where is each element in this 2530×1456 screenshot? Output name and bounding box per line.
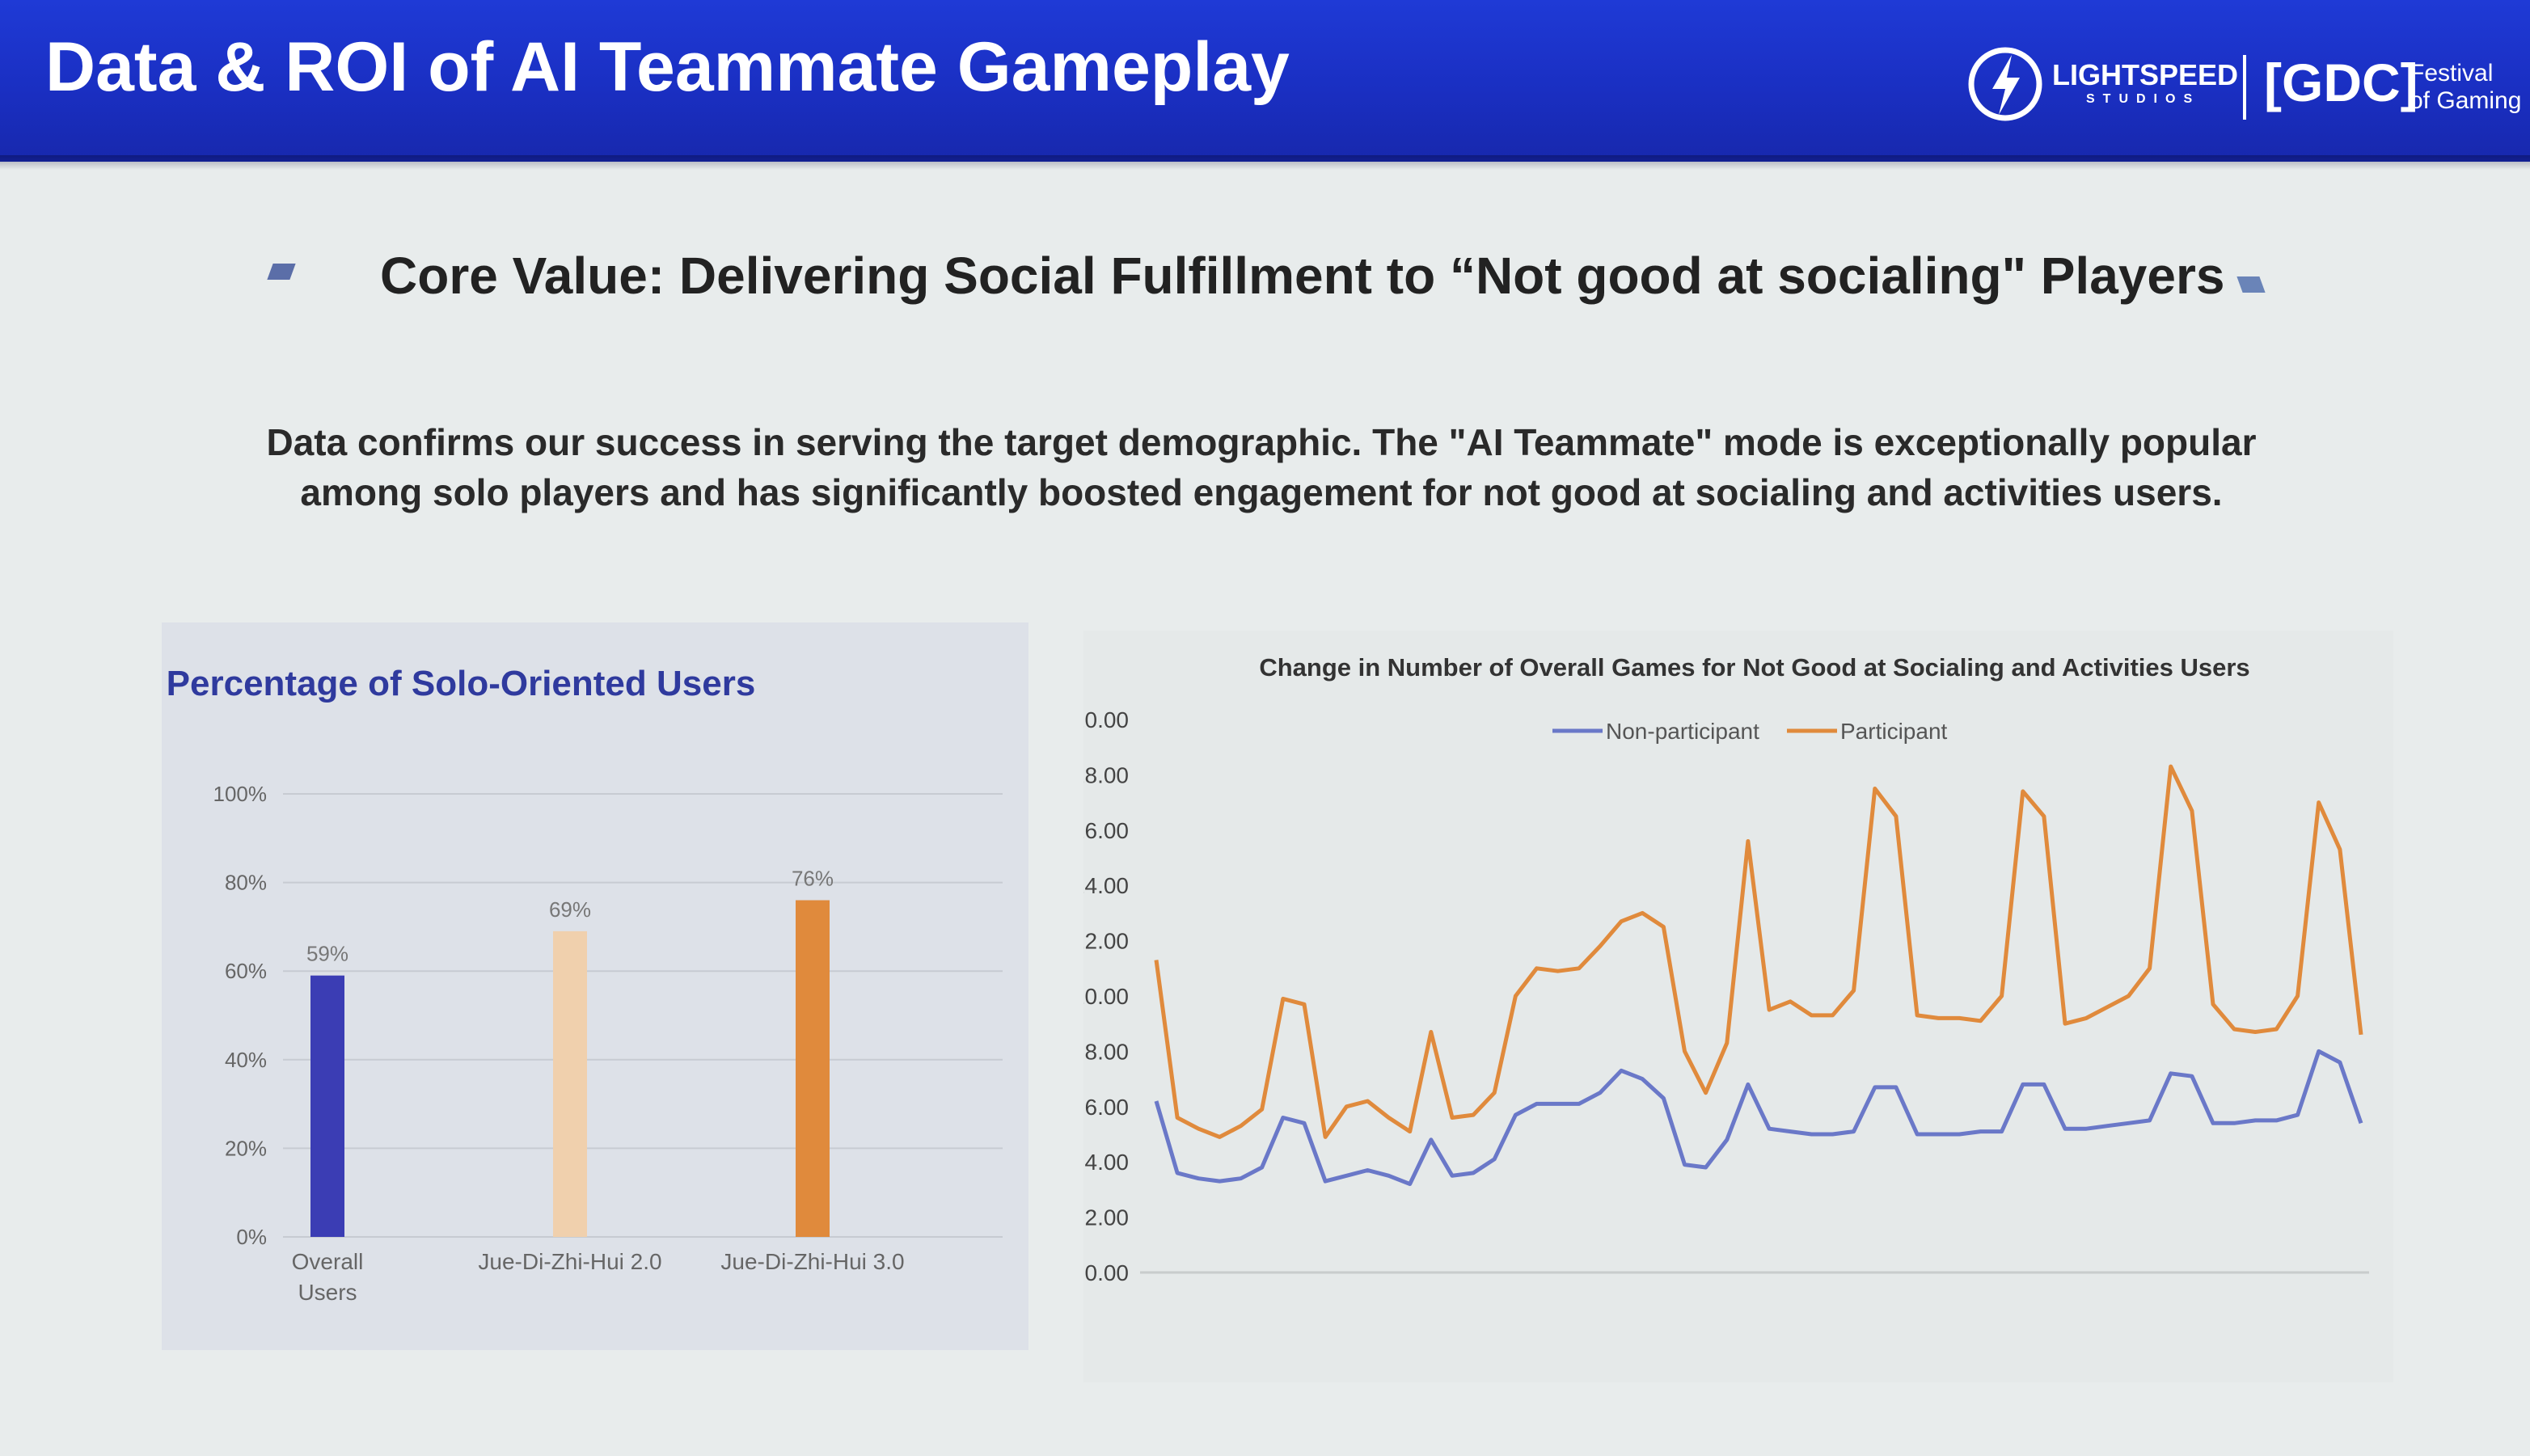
line-y-tick-label: 0.00 (1085, 1260, 1130, 1285)
subtitle: Core Value: Delivering Social Fulfillmen… (380, 247, 2225, 305)
line-y-tick-label: 2.00 (1085, 1205, 1130, 1230)
bar-value-label: 59% (306, 942, 348, 966)
bar-y-tick-label: 100% (213, 782, 268, 806)
line-chart: Change in Number of Overall Games for No… (1072, 653, 2369, 1285)
gdc-logo-text: [GDC] (2264, 53, 2418, 112)
bar (310, 975, 344, 1237)
bar-category-label: Overall (292, 1249, 364, 1274)
bar-y-tick-label: 80% (225, 871, 267, 895)
legend-label: Non-participant (1606, 719, 1759, 744)
body-line-1: Data confirms our success in serving the… (266, 421, 2257, 463)
logos: LIGHTSPEED STUDIOS [GDC] Festival of Gam… (1965, 39, 2521, 136)
subtitle-block: Core Value: Delivering Social Fulfillmen… (267, 239, 2288, 328)
bar (796, 900, 830, 1237)
bar (553, 931, 587, 1237)
festival-text: Festival (2410, 60, 2494, 87)
bar-category-label: Jue-Di-Zhi-Hui 2.0 (478, 1249, 661, 1274)
line-y-tick-label: 10.00 (1083, 984, 1129, 1009)
lightning-icon (1968, 47, 2042, 121)
line-y-tick-label: 12.00 (1083, 929, 1129, 954)
legend-label: Participant (1840, 719, 1948, 744)
series-line (1154, 764, 2363, 1139)
series-line (1154, 1049, 2363, 1187)
line-y-tick-label: 4.00 (1085, 1150, 1130, 1175)
bar-category-label: Jue-Di-Zhi-Hui 3.0 (720, 1249, 904, 1274)
bar-y-tick-label: 20% (225, 1136, 267, 1160)
lightspeed-logo-subtext: STUDIOS (2086, 92, 2201, 106)
left-bullet-mark (267, 264, 296, 280)
line-y-tick-label: 20.00 (1083, 707, 1129, 732)
of-gaming-text: of Gaming (2410, 87, 2522, 114)
bar-chart: Percentage of Solo-Oriented Users 0% 20% 4… (167, 664, 1003, 1305)
line-chart-title: Change in Number of Overall Games for No… (1259, 653, 2249, 682)
logo-divider (2243, 55, 2246, 120)
line-y-tick-label: 14.00 (1083, 873, 1129, 898)
lightspeed-logo-text: LIGHTSPEED (2052, 58, 2239, 91)
bar-y-tick-label: 60% (225, 959, 267, 983)
slide-header (0, 0, 2530, 162)
header-shadow (0, 155, 2530, 170)
line-y-tick-label: 18.00 (1083, 762, 1129, 787)
line-y-tick-label: 8.00 (1085, 1039, 1130, 1064)
bar-category-label: Users (298, 1280, 357, 1305)
body-text: Data confirms our success in serving the… (202, 417, 2321, 517)
line-chart-panel: Change in Number of Overall Games for No… (1072, 631, 2393, 1382)
bar-y-tick-label: 40% (225, 1048, 267, 1072)
body-line-2: among solo players and has significantly… (300, 471, 2223, 513)
right-bullet-mark (2236, 276, 2266, 293)
line-y-tick-label: 6.00 (1085, 1095, 1130, 1120)
bar-chart-title: Percentage of Solo-Oriented Users (167, 664, 756, 703)
bar-value-label: 69% (549, 897, 591, 922)
bar-y-tick-label: 0% (236, 1225, 267, 1249)
slide-title: Data & ROI of AI Teammate Gameplay (45, 28, 1290, 106)
bar-value-label: 76% (792, 867, 834, 891)
line-y-tick-label: 16.00 (1083, 818, 1129, 843)
bar-chart-panel: Percentage of Solo-Oriented Users 0% 20% 4… (162, 622, 1028, 1350)
